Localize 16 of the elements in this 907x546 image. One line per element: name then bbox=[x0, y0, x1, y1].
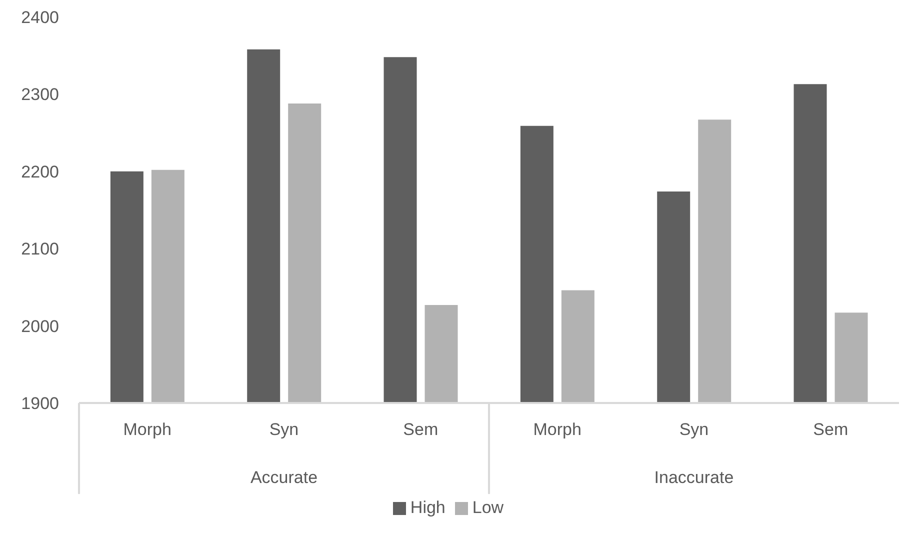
y-tick-label: 2100 bbox=[21, 240, 59, 259]
x-tick-label: Syn bbox=[269, 420, 299, 440]
y-tick-label: 2400 bbox=[21, 8, 59, 28]
y-tick-label: 2300 bbox=[21, 85, 59, 104]
x-tick-label: Syn bbox=[679, 420, 709, 440]
y-tick-label: 2000 bbox=[21, 316, 59, 336]
legend-label: Low bbox=[472, 498, 504, 517]
x-tick-label: Sem bbox=[813, 420, 848, 440]
y-tick-label: 1900 bbox=[21, 394, 59, 414]
x-tick-label: Morph bbox=[123, 420, 172, 440]
x-tick-label: Morph bbox=[533, 420, 582, 440]
text: Accurate bbox=[250, 468, 318, 487]
legend-label: High bbox=[410, 498, 446, 517]
x-tick-label: Sem bbox=[403, 420, 438, 440]
y-tick-label: 2200 bbox=[21, 162, 59, 182]
text: Inaccurate bbox=[654, 468, 734, 487]
